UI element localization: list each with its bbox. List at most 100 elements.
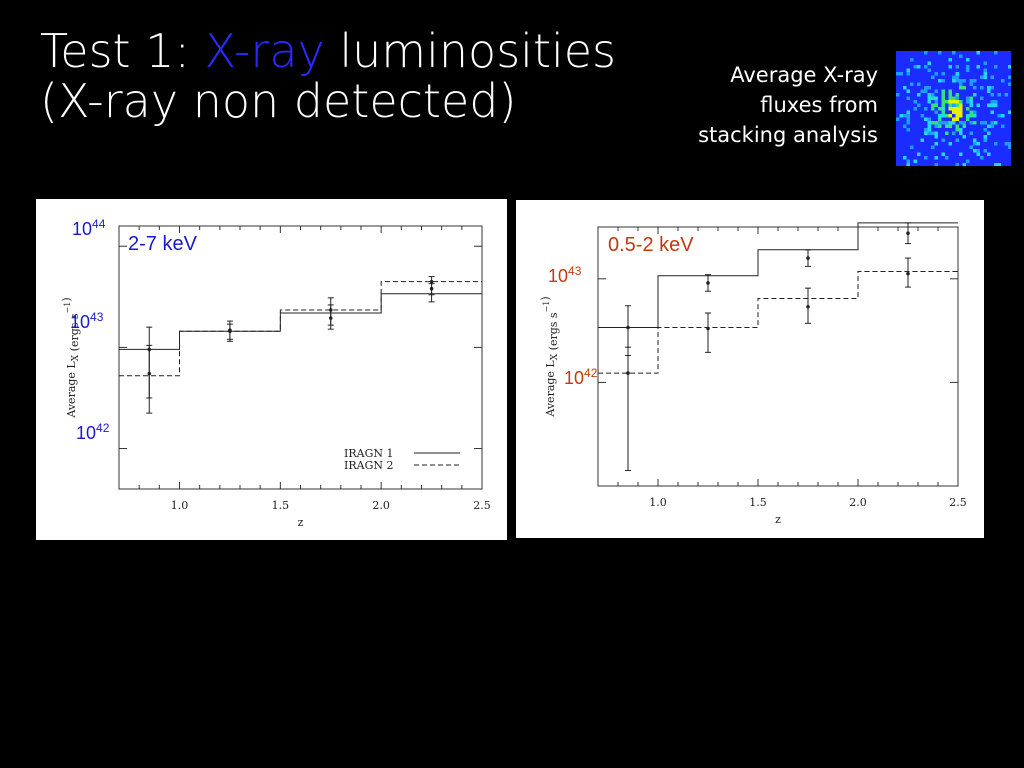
- image-pixel: [938, 51, 942, 55]
- y-axis-label: Average LX (ergs s−1): [539, 296, 560, 417]
- image-pixel: [948, 121, 952, 125]
- image-pixel: [934, 124, 938, 128]
- image-pixel: [931, 107, 935, 111]
- image-pixel: [987, 89, 991, 93]
- image-pixel: [941, 93, 945, 97]
- image-pixel: [955, 65, 959, 69]
- image-pixel: [952, 79, 956, 83]
- image-pixel: [959, 110, 963, 114]
- image-pixel: [1001, 114, 1005, 118]
- image-pixel: [959, 152, 963, 156]
- image-pixel: [948, 103, 952, 107]
- image-pixel: [927, 93, 931, 97]
- image-pixel: [941, 100, 945, 104]
- image-pixel: [945, 114, 949, 118]
- image-pixel: [948, 107, 952, 111]
- image-pixel: [973, 86, 977, 90]
- image-pixel: [906, 159, 910, 163]
- image-pixel: [945, 121, 949, 125]
- series-step-2: [119, 281, 482, 377]
- overlay-tick-1044: 1044: [72, 217, 106, 239]
- image-pixel: [990, 86, 994, 90]
- data-point: [706, 281, 710, 285]
- x-tick-label: 1.0: [171, 499, 189, 512]
- image-pixel: [920, 138, 924, 142]
- image-pixel: [931, 121, 935, 125]
- image-pixel: [955, 75, 959, 79]
- image-pixel: [962, 124, 966, 128]
- image-pixel: [976, 51, 980, 55]
- image-pixel: [948, 142, 952, 146]
- x-tick-label: 2.0: [849, 496, 867, 509]
- image-pixel: [931, 93, 935, 97]
- image-pixel: [994, 100, 998, 104]
- image-pixel: [969, 121, 973, 125]
- image-pixel: [966, 114, 970, 118]
- slide-title: Test 1: X-ray luminosities (X-ray non de…: [40, 26, 616, 126]
- image-pixel: [931, 145, 935, 149]
- image-pixel: [955, 163, 959, 166]
- chart-panel-hard-band: 1.0 1.5 2.0 2.5 z Average LX (ergs s−1) IRAGN …: [36, 199, 507, 540]
- image-pixel: [906, 96, 910, 100]
- image-pixel: [959, 103, 963, 107]
- image-pixel: [987, 152, 991, 156]
- data-point: [626, 371, 630, 375]
- image-pixel: [969, 96, 973, 100]
- image-pixel: [990, 110, 994, 114]
- image-pixel: [994, 103, 998, 107]
- image-pixel: [948, 100, 952, 104]
- image-pixel: [910, 82, 914, 86]
- image-pixel: [941, 96, 945, 100]
- image-pixel: [962, 121, 966, 125]
- image-pixel: [997, 114, 1001, 118]
- image-pixel: [983, 135, 987, 139]
- image-pixel: [959, 107, 963, 111]
- plot-frame: [118, 225, 483, 490]
- title-highlight: X-ray: [204, 24, 325, 78]
- image-pixel: [969, 100, 973, 104]
- stacked-xray-image: [896, 51, 1011, 166]
- image-pixel: [952, 131, 956, 135]
- image-pixel: [903, 156, 907, 160]
- image-pixel: [973, 79, 977, 83]
- image-pixel: [997, 163, 1001, 166]
- image-pixel: [955, 79, 959, 83]
- image-pixel: [990, 121, 994, 125]
- overlay-tick-1043: 1043: [70, 310, 104, 332]
- image-pixel: [955, 110, 959, 114]
- image-pixel: [896, 72, 900, 76]
- chart-soft-band: 1.0 1.5 2.0 2.5 z Average LX (ergs s−1): [539, 222, 967, 526]
- image-pixel: [931, 96, 935, 100]
- image-pixel: [990, 124, 994, 128]
- image-pixel: [990, 100, 994, 104]
- image-pixel: [955, 117, 959, 121]
- image-pixel: [952, 100, 956, 104]
- image-pixel: [969, 114, 973, 118]
- data-point: [228, 329, 232, 333]
- data-point: [429, 279, 434, 284]
- image-pixel: [945, 131, 949, 135]
- image-pixel: [934, 131, 938, 135]
- image-pixel: [959, 100, 963, 104]
- y-axis-label: Average LX (ergs s−1): [60, 297, 81, 418]
- image-pixel: [980, 86, 984, 90]
- image-pixel: [966, 58, 970, 62]
- image-pixel: [917, 65, 921, 69]
- image-pixel: [903, 124, 907, 128]
- image-pixel: [934, 135, 938, 139]
- image-pixel: [1001, 79, 1005, 83]
- chart-hard-band: 1.0 1.5 2.0 2.5 z Average LX (ergs s−1) IRAGN …: [60, 225, 491, 529]
- image-pixel: [973, 138, 977, 142]
- image-pixel: [938, 124, 942, 128]
- image-pixel: [955, 107, 959, 111]
- image-pixel: [987, 124, 991, 128]
- image-pixel: [980, 75, 984, 79]
- image-pixel: [934, 142, 938, 146]
- image-pixel: [906, 121, 910, 125]
- x-tick-label: 1.5: [272, 499, 290, 512]
- image-pixel: [1008, 75, 1011, 79]
- image-pixel: [955, 124, 959, 128]
- data-point: [706, 326, 710, 331]
- data-point: [806, 304, 810, 309]
- image-pixel: [927, 86, 931, 90]
